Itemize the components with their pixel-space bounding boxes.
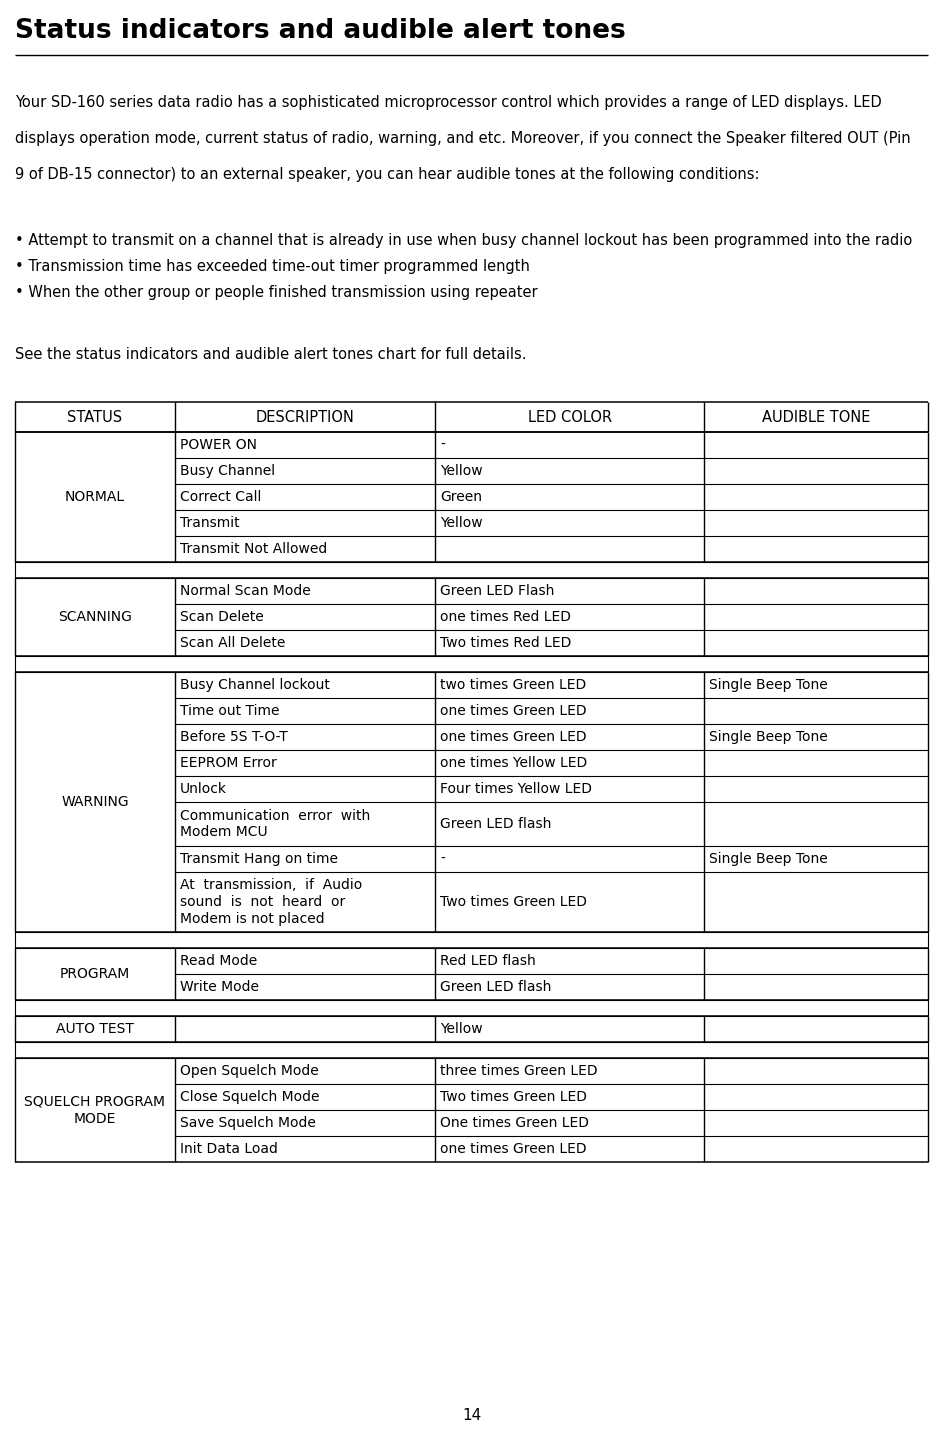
Text: Normal Scan Mode: Normal Scan Mode bbox=[180, 583, 310, 598]
Text: Save Squelch Mode: Save Squelch Mode bbox=[180, 1116, 316, 1131]
Text: one times Red LED: one times Red LED bbox=[440, 609, 571, 624]
Text: -: - bbox=[440, 438, 445, 452]
Text: one times Yellow LED: one times Yellow LED bbox=[440, 757, 587, 770]
Text: PROGRAM: PROGRAM bbox=[59, 967, 130, 980]
Text: Write Mode: Write Mode bbox=[180, 980, 258, 993]
Text: LED COLOR: LED COLOR bbox=[527, 410, 612, 425]
Text: WARNING: WARNING bbox=[61, 796, 128, 809]
Text: Transmit: Transmit bbox=[180, 516, 240, 530]
Text: Single Beep Tone: Single Beep Tone bbox=[709, 731, 828, 744]
Text: • When the other group or people finished transmission using repeater: • When the other group or people finishe… bbox=[15, 284, 538, 300]
Text: Green LED flash: Green LED flash bbox=[440, 817, 552, 830]
Text: Two times Green LED: Two times Green LED bbox=[440, 1090, 587, 1105]
Text: Open Squelch Mode: Open Squelch Mode bbox=[180, 1064, 319, 1079]
Text: SQUELCH PROGRAM
MODE: SQUELCH PROGRAM MODE bbox=[25, 1095, 165, 1126]
Text: Yellow: Yellow bbox=[440, 516, 483, 530]
Text: Busy Channel lockout: Busy Channel lockout bbox=[180, 679, 330, 692]
Text: displays operation mode, current status of radio, warning, and etc. Moreover, if: displays operation mode, current status … bbox=[15, 131, 911, 146]
Text: • Attempt to transmit on a channel that is already in use when busy channel lock: • Attempt to transmit on a channel that … bbox=[15, 232, 912, 248]
Text: one times Green LED: one times Green LED bbox=[440, 1142, 587, 1157]
Text: • Transmission time has exceeded time-out timer programmed length: • Transmission time has exceeded time-ou… bbox=[15, 258, 530, 274]
Text: DESCRIPTION: DESCRIPTION bbox=[256, 410, 355, 425]
Text: Four times Yellow LED: Four times Yellow LED bbox=[440, 783, 592, 796]
Text: STATUS: STATUS bbox=[67, 410, 123, 425]
Text: Green LED flash: Green LED flash bbox=[440, 980, 552, 993]
Text: Green LED Flash: Green LED Flash bbox=[440, 583, 554, 598]
Text: 9 of DB-15 connector) to an external speaker, you can hear audible tones at the : 9 of DB-15 connector) to an external spe… bbox=[15, 168, 759, 182]
Text: Scan Delete: Scan Delete bbox=[180, 609, 263, 624]
Text: AUTO TEST: AUTO TEST bbox=[56, 1022, 134, 1035]
Text: Transmit Not Allowed: Transmit Not Allowed bbox=[180, 542, 327, 556]
Text: Correct Call: Correct Call bbox=[180, 490, 261, 504]
Text: Two times Green LED: Two times Green LED bbox=[440, 895, 587, 910]
Text: two times Green LED: two times Green LED bbox=[440, 679, 587, 692]
Text: Single Beep Tone: Single Beep Tone bbox=[709, 852, 828, 866]
Text: Status indicators and audible alert tones: Status indicators and audible alert tone… bbox=[15, 17, 626, 43]
Text: NORMAL: NORMAL bbox=[65, 490, 125, 504]
Text: Init Data Load: Init Data Load bbox=[180, 1142, 277, 1157]
Text: Scan All Delete: Scan All Delete bbox=[180, 635, 285, 650]
Text: EEPROM Error: EEPROM Error bbox=[180, 757, 276, 770]
Text: AUDIBLE TONE: AUDIBLE TONE bbox=[762, 410, 870, 425]
Text: Before 5S T-O-T: Before 5S T-O-T bbox=[180, 731, 288, 744]
Text: Time out Time: Time out Time bbox=[180, 705, 279, 718]
Text: Your SD-160 series data radio has a sophisticated microprocessor control which p: Your SD-160 series data radio has a soph… bbox=[15, 95, 882, 110]
Text: Two times Red LED: Two times Red LED bbox=[440, 635, 571, 650]
Text: Single Beep Tone: Single Beep Tone bbox=[709, 679, 828, 692]
Text: Yellow: Yellow bbox=[440, 464, 483, 478]
Text: Red LED flash: Red LED flash bbox=[440, 954, 536, 967]
Text: one times Green LED: one times Green LED bbox=[440, 705, 587, 718]
Text: Green: Green bbox=[440, 490, 482, 504]
Text: Transmit Hang on time: Transmit Hang on time bbox=[180, 852, 338, 866]
Text: SCANNING: SCANNING bbox=[58, 609, 132, 624]
Text: See the status indicators and audible alert tones chart for full details.: See the status indicators and audible al… bbox=[15, 347, 526, 362]
Text: Close Squelch Mode: Close Squelch Mode bbox=[180, 1090, 320, 1105]
Text: Yellow: Yellow bbox=[440, 1022, 483, 1035]
Text: Communication  error  with
Modem MCU: Communication error with Modem MCU bbox=[180, 809, 370, 839]
Text: -: - bbox=[440, 852, 445, 866]
Text: Busy Channel: Busy Channel bbox=[180, 464, 275, 478]
Text: 14: 14 bbox=[462, 1408, 481, 1424]
Text: Read Mode: Read Mode bbox=[180, 954, 257, 967]
Text: one times Green LED: one times Green LED bbox=[440, 731, 587, 744]
Text: POWER ON: POWER ON bbox=[180, 438, 256, 452]
Text: three times Green LED: three times Green LED bbox=[440, 1064, 598, 1079]
Text: At  transmission,  if  Audio
sound  is  not  heard  or
Modem is not placed: At transmission, if Audio sound is not h… bbox=[180, 878, 362, 926]
Text: One times Green LED: One times Green LED bbox=[440, 1116, 589, 1131]
Text: Unlock: Unlock bbox=[180, 783, 226, 796]
